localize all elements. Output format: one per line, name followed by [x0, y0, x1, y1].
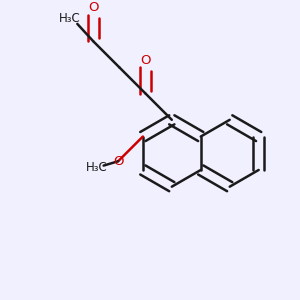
Text: O: O: [113, 155, 123, 168]
Text: H₃C: H₃C: [85, 160, 107, 174]
Text: H₃C: H₃C: [59, 12, 81, 25]
Text: O: O: [88, 2, 99, 14]
Text: O: O: [140, 54, 151, 67]
